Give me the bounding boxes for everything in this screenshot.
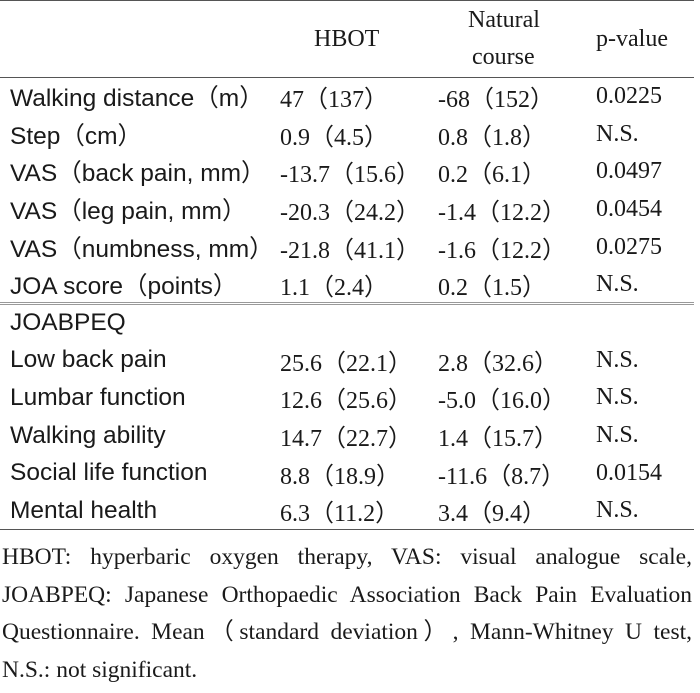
row-label: Walking distance（m） <box>10 85 264 113</box>
header-p-value: p-value <box>589 0 694 78</box>
results-table-container: HBOT Natural course p-value Walking dist… <box>0 0 694 531</box>
natural-course-value: -11.6（8.7） <box>438 463 566 490</box>
empty-cell <box>589 302 694 342</box>
table-row: JOA score（points） 1.1（2.4） 0.2（1.5） N.S. <box>0 266 694 304</box>
row-label: Low back pain <box>10 346 167 374</box>
hbot-value: 0.9（4.5） <box>280 124 388 151</box>
table-row: Low back pain 25.6（22.1） 2.8（32.6） N.S. <box>0 341 694 379</box>
group-header-row: JOABPEQ <box>0 302 694 342</box>
p-value: N.S. <box>596 384 639 411</box>
natural-course-value: 1.4（15.7） <box>438 426 558 453</box>
header-hbot: HBOT <box>274 0 432 78</box>
row-label: Walking ability <box>10 421 166 449</box>
row-label: Lumbar function <box>10 383 186 411</box>
natural-course-value: -5.0（16.0） <box>438 388 566 415</box>
hbot-value: -21.8（41.1） <box>280 237 420 264</box>
p-value: 0.0454 <box>596 195 662 222</box>
table-row: VAS（back pain, mm） -13.7（15.6） 0.2（6.1） … <box>0 153 694 191</box>
table-row: Lumbar function 12.6（25.6） -5.0（16.0） N.… <box>0 379 694 417</box>
p-value: 0.0225 <box>596 83 662 110</box>
p-value: 0.0154 <box>596 459 662 486</box>
hbot-value: 25.6（22.1） <box>280 350 412 377</box>
natural-course-value: -1.6（12.2） <box>438 237 566 264</box>
header-variable <box>0 0 274 78</box>
natural-course-value: -68（152） <box>438 87 554 114</box>
hbot-value: 8.8（18.9） <box>280 463 400 490</box>
natural-course-value: 0.2（6.1） <box>438 162 546 189</box>
hbot-value: -13.7（15.6） <box>280 162 420 189</box>
group-label: JOABPEQ <box>0 302 274 342</box>
row-label: VAS（numbness, mm） <box>10 235 274 263</box>
natural-course-value: 2.8（32.6） <box>438 350 558 377</box>
row-label: JOA score（points） <box>10 272 238 300</box>
hbot-value: 1.1（2.4） <box>280 274 388 301</box>
row-label: VAS（back pain, mm） <box>10 160 266 188</box>
table-row: VAS（leg pain, mm） -20.3（24.2） -1.4（12.2）… <box>0 191 694 229</box>
table-footnote: HBOT: hyperbaric oxygen therapy, VAS: vi… <box>2 544 692 683</box>
hbot-value: 14.7（22.7） <box>280 426 412 453</box>
results-table: HBOT Natural course p-value Walking dist… <box>0 0 694 531</box>
natural-course-value: 0.2（1.5） <box>438 274 546 301</box>
table-body: Walking distance（m） 47（137） -68（152） 0.0… <box>0 78 694 531</box>
p-value: N.S. <box>596 120 639 147</box>
table-row: Walking ability 14.7（22.7） 1.4（15.7） N.S… <box>0 417 694 455</box>
natural-course-value: 3.4（9.4） <box>432 492 589 531</box>
p-value: N.S. <box>596 270 639 297</box>
header-natural-line2: course <box>472 44 535 70</box>
table-row: Social life function 8.8（18.9） -11.6（8.7… <box>0 454 694 492</box>
hbot-value: -20.3（24.2） <box>280 199 420 226</box>
empty-cell <box>274 302 432 342</box>
hbot-value: 6.3（11.2） <box>274 492 432 531</box>
p-value: N.S. <box>596 422 639 449</box>
row-label: VAS（leg pain, mm） <box>10 197 247 225</box>
table-row: Step（cm） 0.9（4.5） 0.8（1.8） N.S. <box>0 115 694 153</box>
p-value: 0.0275 <box>596 233 662 260</box>
header-natural-course: Natural course <box>432 0 589 78</box>
hbot-value: 12.6（25.6） <box>280 388 412 415</box>
empty-cell <box>432 302 589 342</box>
table-header: HBOT Natural course p-value <box>0 0 694 78</box>
table-row: Walking distance（m） 47（137） -68（152） 0.0… <box>0 78 694 116</box>
row-label: Step（cm） <box>10 122 143 150</box>
header-natural-line1: Natural <box>468 7 540 33</box>
table-row: Mental health 6.3（11.2） 3.4（9.4） N.S. <box>0 492 694 531</box>
hbot-value: 47（137） <box>280 87 388 114</box>
p-value: N.S. <box>596 346 639 373</box>
natural-course-value: 0.8（1.8） <box>438 124 546 151</box>
row-label: Social life function <box>10 459 208 487</box>
natural-course-value: -1.4（12.2） <box>438 199 566 226</box>
p-value: 0.0497 <box>596 158 662 185</box>
p-value: N.S. <box>589 492 694 531</box>
table-row: VAS（numbness, mm） -21.8（41.1） -1.6（12.2）… <box>0 228 694 266</box>
header-row: HBOT Natural course p-value <box>0 0 694 78</box>
row-label: Mental health <box>0 492 274 531</box>
